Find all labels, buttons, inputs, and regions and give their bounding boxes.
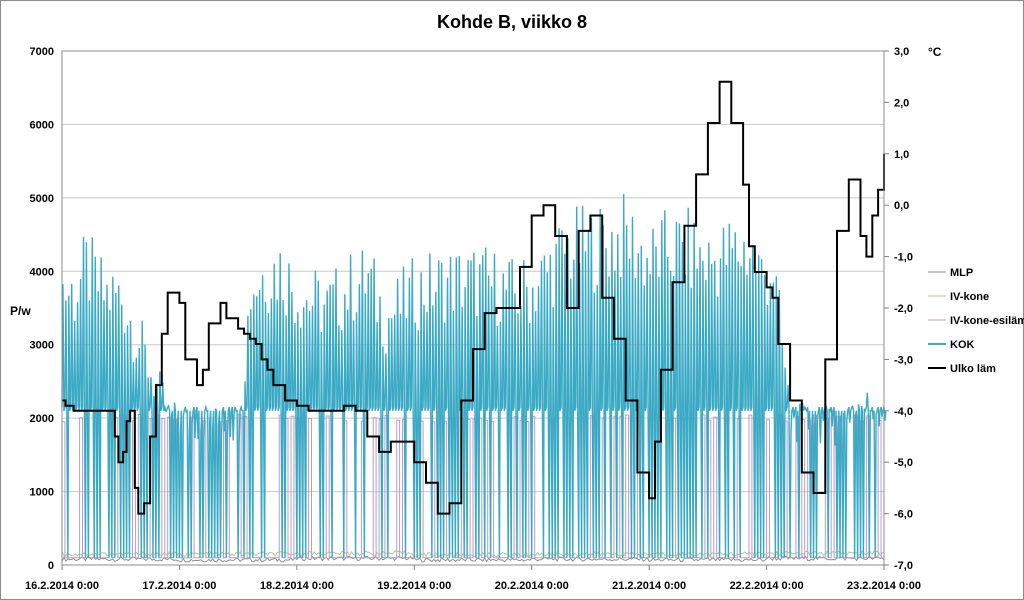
x-tick-label: 22.2.2014 0:00 (730, 580, 804, 592)
legend-label: KOK (950, 339, 975, 351)
y2-tick-label: -4,0 (894, 406, 913, 418)
legend: MLP IV-kone IV-kone-esiläm KOK Ulko läm (928, 267, 1024, 375)
legend-label: Ulko läm (950, 363, 996, 375)
legend-label: MLP (950, 267, 973, 279)
series-line-kok (61, 193, 887, 558)
y2-tick-label: 0,0 (894, 200, 909, 212)
x-tick-label: 21.2.2014 0:00 (612, 580, 686, 592)
y2-tick-label: -3,0 (894, 354, 913, 366)
y2-tick-label: 1,0 (894, 149, 909, 161)
x-tick-label: 19.2.2014 0:00 (377, 580, 451, 592)
y-axis-ticks: 0 1000 2000 3000 4000 5000 6000 7000 (30, 46, 54, 572)
x-tick-label: 16.2.2014 0:00 (25, 580, 99, 592)
x-tick-label: 23.2.2014 0:00 (847, 580, 921, 592)
x-axis-ticks: 16.2.2014 0:00 17.2.2014 0:00 18.2.2014 0:… (25, 565, 921, 592)
y-tick-label: 7000 (30, 46, 54, 58)
y2-tick-label: -7,0 (894, 560, 913, 572)
y2-tick-label: -5,0 (894, 457, 913, 469)
y2-tick-label: 3,0 (894, 46, 909, 58)
x-tick-label: 18.2.2014 0:00 (260, 580, 334, 592)
y-axis-label: P/w (10, 304, 31, 318)
y2-tick-label: 2,0 (894, 97, 909, 109)
legend-label: IV-kone (950, 291, 989, 303)
y-tick-label: 6000 (30, 119, 54, 131)
x-tick-label: 20.2.2014 0:00 (495, 580, 569, 592)
y-tick-label: 2000 (30, 413, 54, 425)
y2-axis-label: °C (928, 45, 942, 59)
y-tick-label: 0 (48, 560, 54, 572)
chart-title: Kohde B, viikko 8 (437, 12, 587, 32)
x-tick-label: 17.2.2014 0:00 (142, 580, 216, 592)
series-line-mlp (61, 555, 885, 563)
y-tick-label: 5000 (30, 193, 54, 205)
y2-tick-label: -6,0 (894, 509, 913, 521)
y-tick-label: 4000 (30, 266, 54, 278)
y-tick-label: 3000 (30, 340, 54, 352)
y2-tick-label: -1,0 (894, 252, 913, 264)
legend-label: IV-kone-esiläm (950, 315, 1024, 327)
plot-series (61, 80, 887, 563)
y2-tick-label: -2,0 (894, 303, 913, 315)
series-line-ulko-lam (62, 80, 885, 515)
y2-axis-ticks: -7,0 -6,0 -5,0 -4,0 -3,0 -2,0 -1,0 0,0 1,0 2,0 3,0 (884, 46, 913, 572)
y-tick-label: 1000 (30, 487, 54, 499)
